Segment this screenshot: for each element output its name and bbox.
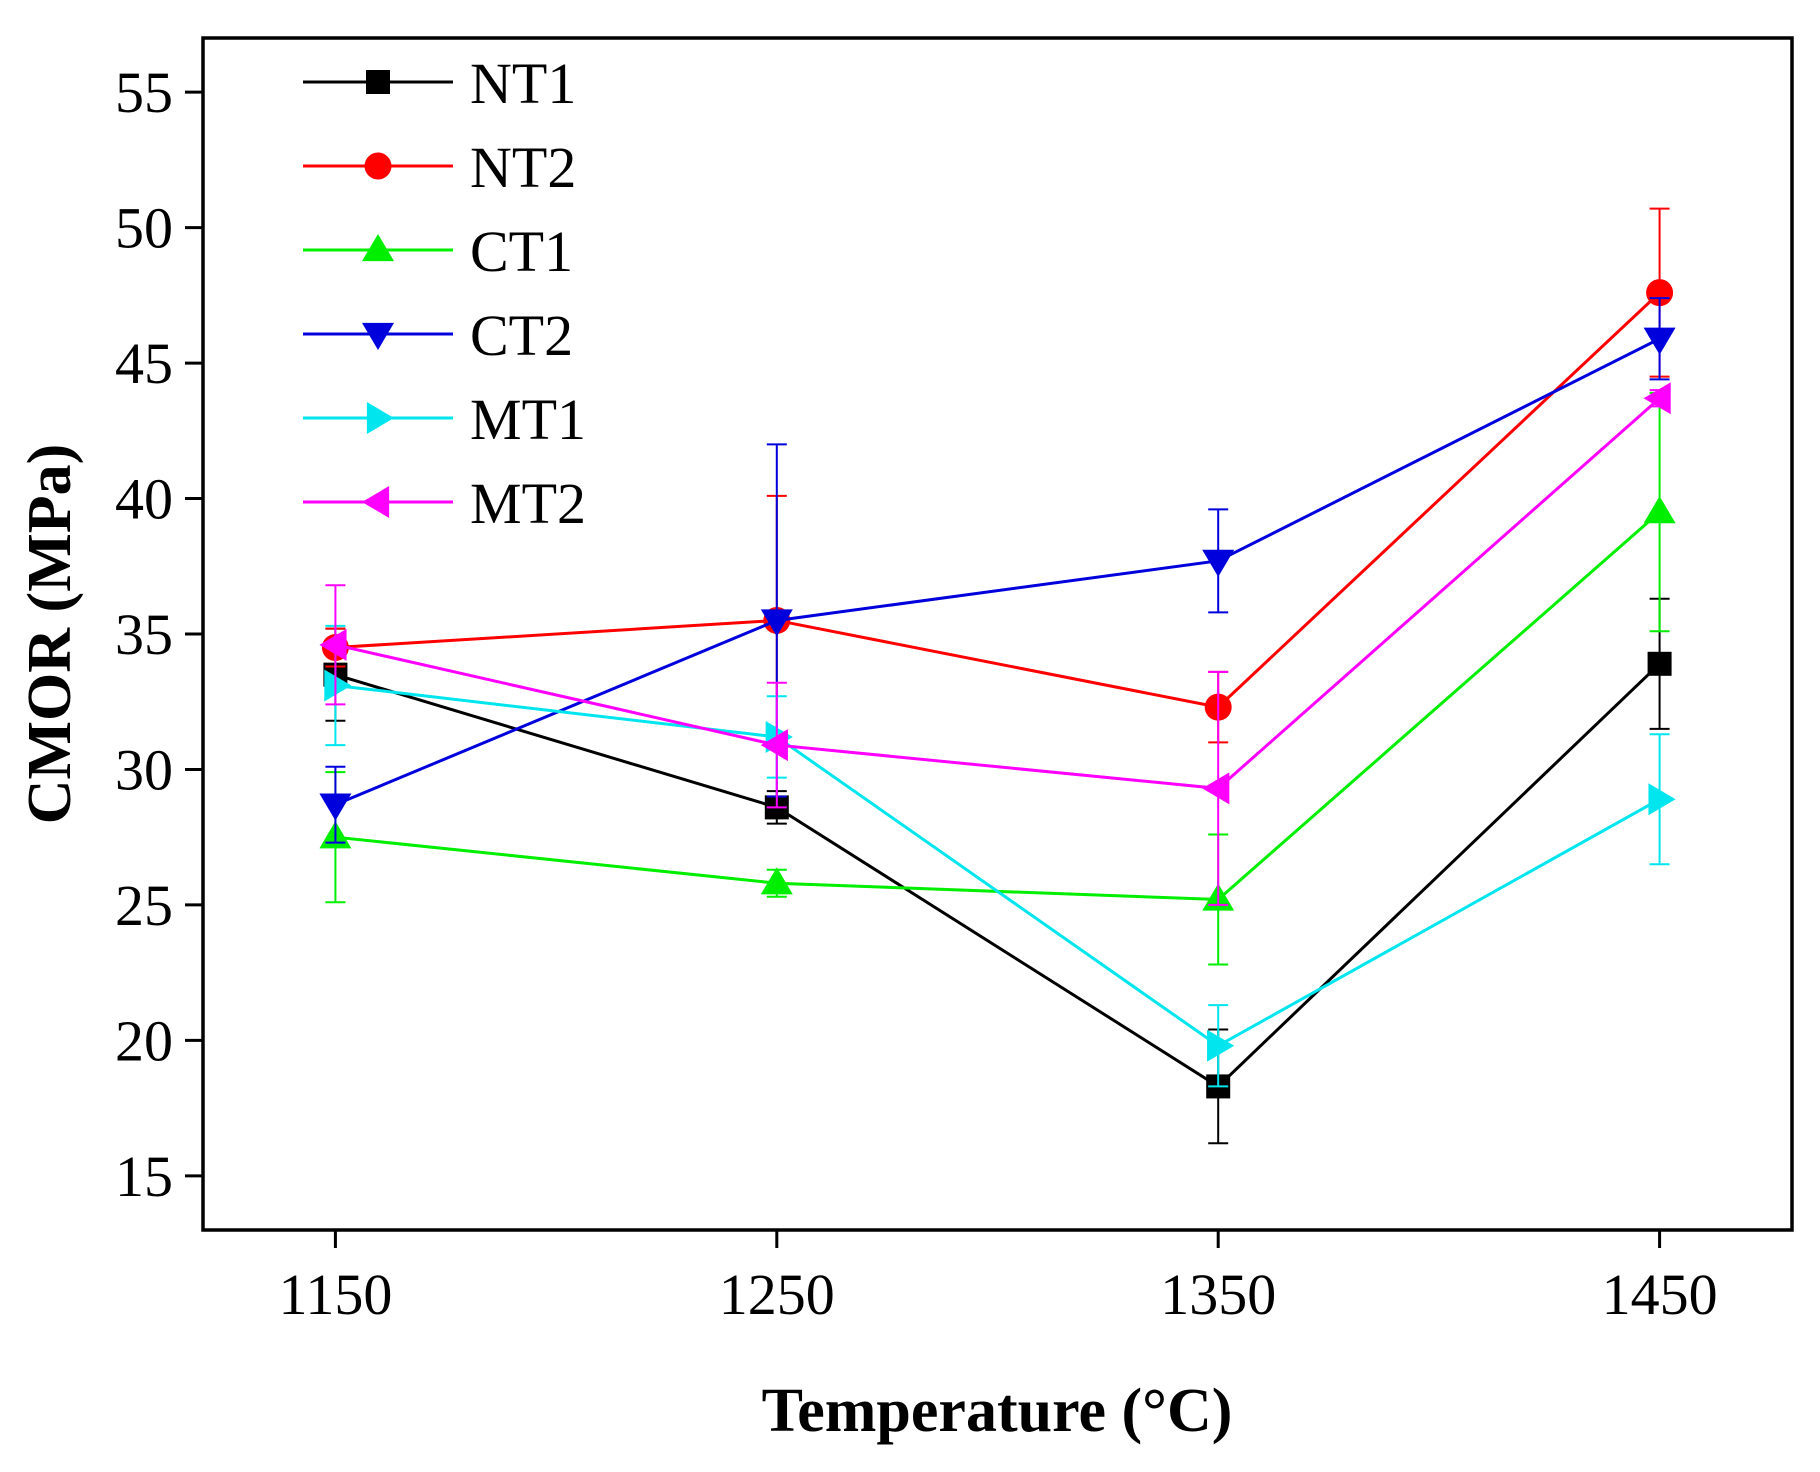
x-tick-label: 1250 [719,1262,835,1327]
data-point [1643,496,1676,524]
legend-item-ct1: CT1 [303,219,573,284]
data-point [1643,382,1671,415]
plot-frame [201,36,1794,1232]
legend-label: CT1 [470,219,573,284]
data-point [760,867,793,895]
y-axis-title: CMOR (MPa) [16,444,84,824]
legend-item-mt2: MT2 [303,471,586,536]
axis-layer: 1150 1250 1350 1450 15 20 25 30 35 40 45 50 55 [115,60,1718,1327]
legend-marker [362,486,390,518]
data-point [1207,1029,1235,1062]
series-ct2 [319,297,1676,844]
series-line [335,510,1661,902]
data-point [319,628,347,661]
legend-label: MT2 [470,471,586,536]
legend-label: NT2 [470,135,576,200]
legend-item-nt2: NT2 [303,135,576,200]
y-tick-label: 55 [115,60,173,125]
legend-item-mt1: MT1 [303,387,586,452]
y-tick-label: 50 [115,196,173,261]
y-tick-label: 40 [115,467,173,532]
legend-marker [366,70,390,94]
y-tick-label: 30 [115,737,173,802]
x-tick-label: 1450 [1602,1262,1718,1327]
data-point [324,669,352,702]
y-tick-label: 25 [115,873,173,938]
y-tick-label: 45 [115,331,173,396]
legend-marker [362,234,394,262]
plot-layer [319,207,1676,1145]
y-tick-label: 35 [115,602,173,667]
legend-marker [364,152,392,180]
series-mt2 [319,382,1671,906]
data-point [1648,783,1676,816]
legend-marker [362,322,394,350]
data-point [1646,279,1674,307]
data-point [319,793,352,821]
data-point [760,609,793,637]
data-point [1643,327,1676,355]
y-tick-label: 15 [115,1144,173,1209]
data-point [1202,549,1235,577]
series-line [335,397,1661,790]
y-tick-label: 20 [115,1008,173,1073]
legend-label: MT1 [470,387,586,452]
legend-label: NT1 [470,51,576,116]
legend-marker [366,402,394,434]
legend: NT1 NT2 CT1 CT2 MT1 MT2 [303,51,586,536]
legend-item-nt1: NT1 [303,51,576,116]
series-line [335,291,1661,709]
data-point [1647,651,1672,676]
x-tick-label: 1150 [278,1262,392,1327]
data-point [760,729,788,762]
data-point [1202,772,1230,805]
x-tick-label: 1350 [1160,1262,1276,1327]
series-line [334,662,1661,1089]
x-axis-title: Temperature (°C) [762,1377,1233,1445]
legend-label: CT2 [470,303,573,368]
legend-item-ct2: CT2 [303,303,573,368]
series-line [335,683,1661,1048]
